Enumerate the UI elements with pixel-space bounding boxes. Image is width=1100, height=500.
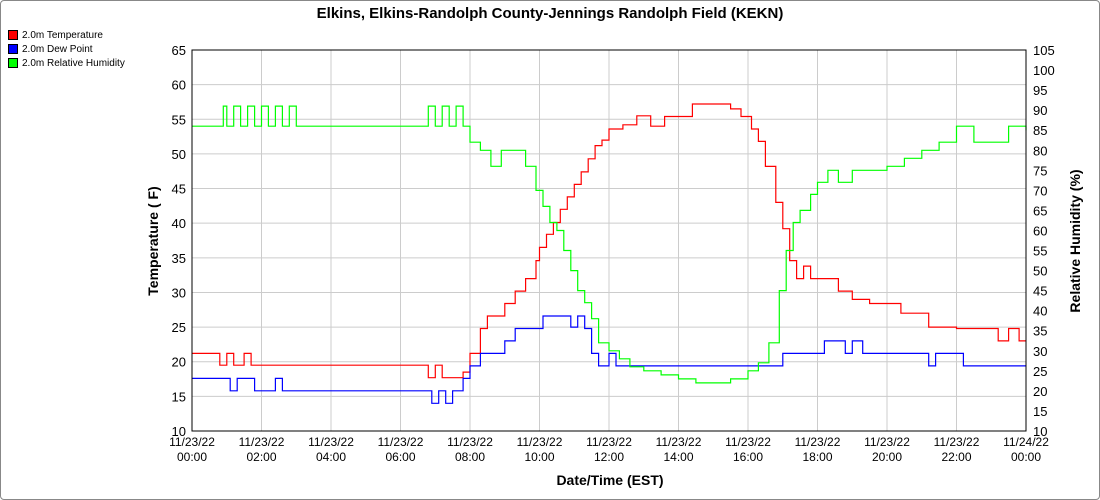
y-right-tick-label: 95 (1033, 83, 1047, 98)
y-right-tick-label: 45 (1033, 284, 1047, 299)
x-tick-label-time: 18:00 (802, 450, 832, 464)
y-left-tick-label: 40 (172, 216, 186, 231)
series-lines (192, 103, 1027, 404)
y-right-tick-label: 25 (1033, 364, 1047, 379)
legend-item-dewpoint: 2.0m Dew Point (8, 42, 125, 56)
x-tick-label-date: 11/23/22 (517, 435, 563, 449)
legend: 2.0m Temperature 2.0m Dew Point 2.0m Rel… (8, 28, 125, 70)
y-right-tick-label: 30 (1033, 344, 1047, 359)
x-tick-label-time: 02:00 (246, 450, 276, 464)
y-left-tick-label: 55 (172, 112, 186, 127)
x-tick-label-date: 11/23/22 (934, 435, 980, 449)
x-tick-label-time: 22:00 (941, 450, 971, 464)
x-tick-label-date: 11/23/22 (795, 435, 841, 449)
x-tick-label-time: 04:00 (316, 450, 346, 464)
x-tick-label-date: 11/23/22 (586, 435, 632, 449)
x-tick-label-date: 11/23/22 (447, 435, 493, 449)
temperature-line (192, 103, 1026, 379)
y-right-tick-label: 85 (1033, 123, 1047, 138)
x-tick-label-time: 14:00 (663, 450, 693, 464)
x-tick-label-time: 00:00 (177, 450, 207, 464)
y-right-tick-label: 70 (1033, 183, 1047, 198)
x-tick-label-time: 06:00 (385, 450, 415, 464)
x-tick-label-time: 12:00 (594, 450, 624, 464)
legend-label-humidity: 2.0m Relative Humidity (22, 57, 125, 69)
legend-label-dewpoint: 2.0m Dew Point (22, 43, 93, 55)
y-left-tick-label: 60 (172, 78, 186, 93)
x-tick-label-date: 11/23/22 (308, 435, 354, 449)
x-tick-label-date: 11/23/22 (239, 435, 285, 449)
chart-title: Elkins, Elkins-Randolph County-Jennings … (316, 5, 784, 22)
y-right-tick-label: 10 (1033, 424, 1047, 439)
y-left-tick-label: 25 (172, 320, 186, 335)
y-right-tick-label: 15 (1033, 404, 1047, 419)
y-right-tick-label: 105 (1033, 43, 1055, 58)
legend-item-humidity: 2.0m Relative Humidity (8, 56, 125, 70)
x-tick-label-date: 11/23/22 (725, 435, 771, 449)
y-right-tick-label: 35 (1033, 324, 1047, 339)
y-left-tick-label: 65 (172, 43, 186, 58)
y-axis-right-label: Relative Humidity (%) (1067, 169, 1083, 312)
humidity-line (192, 105, 1027, 384)
x-tick-label-time: 08:00 (455, 450, 485, 464)
y-left-tick-label: 35 (172, 251, 186, 266)
x-tick-label-date: 11/23/22 (864, 435, 910, 449)
x-tick-label-time: 20:00 (872, 450, 902, 464)
legend-swatch-dewpoint (8, 44, 18, 54)
y-left-tick-label: 50 (172, 147, 186, 162)
x-tick-label-date: 11/23/22 (169, 435, 215, 449)
plot-border (191, 49, 1027, 432)
y-left-tick-label: 20 (172, 355, 186, 370)
y-right-tick-label: 20 (1033, 384, 1047, 399)
x-tick-label-date: 11/24/22 (1003, 435, 1049, 449)
x-tick-label-time: 16:00 (733, 450, 763, 464)
legend-swatch-temperature (8, 30, 18, 40)
tick-labels: 10 15 20 25 30 35 40 45 50 55 60 65 10 15 20 25 30 35 40 45… (169, 43, 1055, 464)
y-right-tick-label: 60 (1033, 223, 1047, 238)
x-axis-label: Date/Time (EST) (556, 472, 663, 488)
y-axis-left-label: Temperature ( F) (145, 186, 161, 295)
x-tick-label-time: 10:00 (524, 450, 554, 464)
y-right-tick-label: 55 (1033, 244, 1047, 259)
y-right-tick-label: 50 (1033, 264, 1047, 279)
dewpoint-line (192, 315, 1026, 404)
x-tick-label-time: 00:00 (1011, 450, 1041, 464)
y-right-tick-label: 40 (1033, 304, 1047, 319)
legend-swatch-humidity (8, 58, 18, 68)
y-right-tick-label: 100 (1033, 63, 1055, 78)
y-left-tick-label: 10 (172, 424, 186, 439)
y-right-tick-label: 65 (1033, 203, 1047, 218)
y-right-tick-label: 90 (1033, 103, 1047, 118)
y-left-tick-label: 45 (172, 182, 186, 197)
x-tick-label-date: 11/23/22 (656, 435, 702, 449)
legend-item-temperature: 2.0m Temperature (8, 28, 125, 42)
legend-label-temperature: 2.0m Temperature (22, 29, 103, 41)
x-tick-label-date: 11/23/22 (378, 435, 424, 449)
y-left-tick-label: 15 (172, 389, 186, 404)
grid (191, 49, 1027, 432)
y-right-tick-label: 75 (1033, 163, 1047, 178)
y-right-tick-label: 80 (1033, 143, 1047, 158)
y-left-tick-label: 30 (172, 285, 186, 300)
